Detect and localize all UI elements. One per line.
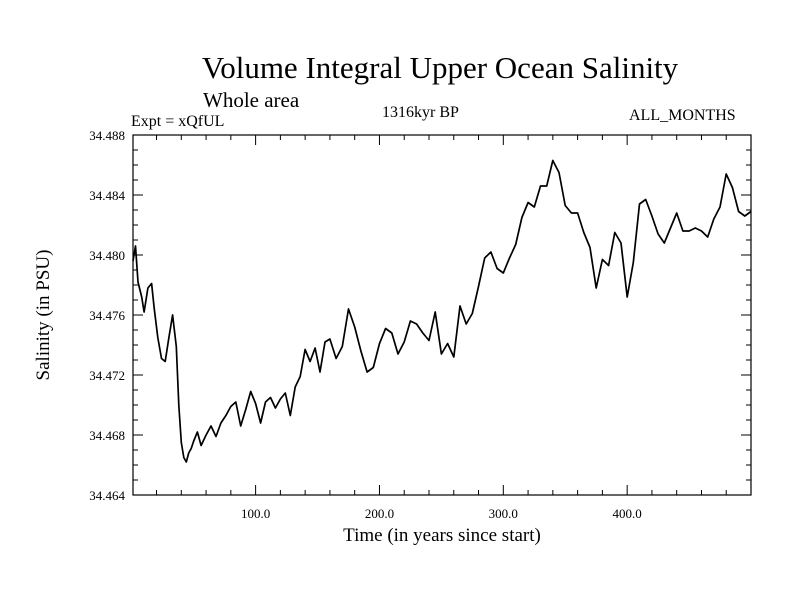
chart-title: Volume Integral Upper Ocean Salinity bbox=[201, 50, 679, 85]
x-axis-label: Time (in years since start) bbox=[343, 525, 541, 546]
period-label: 1316kyr BP bbox=[382, 104, 459, 121]
y-tick-label: 34.464 bbox=[89, 488, 125, 503]
y-tick-label: 34.480 bbox=[89, 248, 125, 263]
y-axis-label: Salinity (in PSU) bbox=[33, 250, 54, 381]
x-tick-label: 300.0 bbox=[489, 506, 518, 521]
y-tick-label: 34.488 bbox=[89, 128, 125, 143]
plot-frame bbox=[132, 134, 752, 496]
x-tick-label: 100.0 bbox=[241, 506, 270, 521]
salinity-series-line bbox=[132, 159, 752, 463]
x-tick-label: 200.0 bbox=[365, 506, 394, 521]
months-label: ALL_MONTHS bbox=[629, 107, 736, 124]
experiment-label: Expt = xQfUL bbox=[131, 113, 225, 130]
y-tick-label: 34.484 bbox=[89, 188, 125, 203]
x-tick-label: 400.0 bbox=[613, 506, 642, 521]
chart-subtitle: Whole area bbox=[203, 88, 300, 112]
y-tick-label: 34.468 bbox=[89, 428, 125, 443]
y-tick-label: 34.472 bbox=[89, 368, 125, 383]
y-tick-label: 34.476 bbox=[89, 308, 125, 323]
